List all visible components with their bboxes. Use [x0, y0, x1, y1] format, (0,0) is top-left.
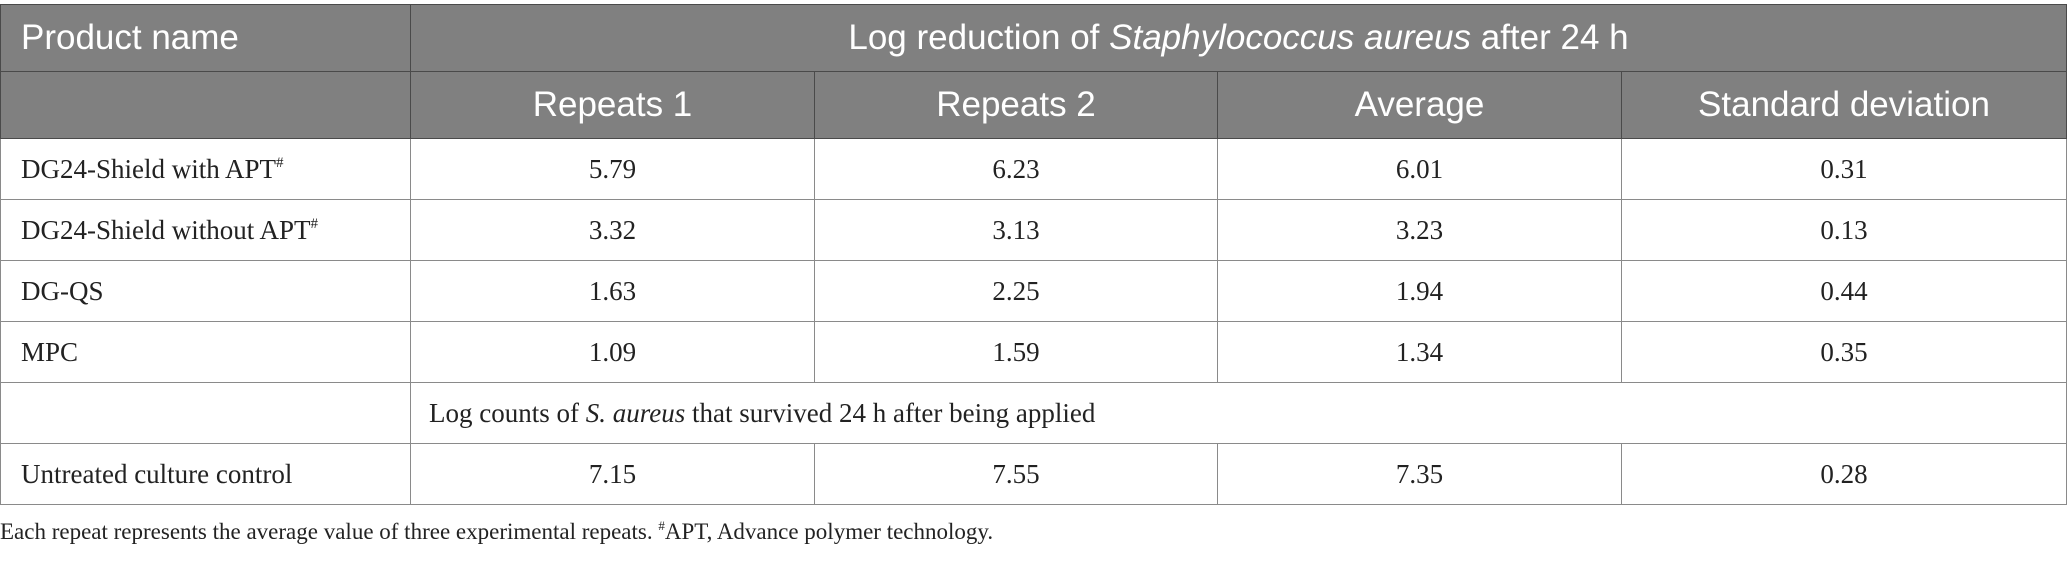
- column-header: Standard deviation: [1621, 71, 2067, 139]
- value-cell: 5.79: [410, 138, 815, 200]
- product-name-cell: Untreated culture control: [0, 443, 411, 505]
- header-blank-cell: [0, 71, 411, 139]
- value-cell: 0.44: [1621, 260, 2067, 322]
- product-name-header: Product name: [0, 4, 411, 72]
- value-cell: 3.23: [1217, 199, 1622, 261]
- table-row: MPC 1.09 1.59 1.34 0.35: [0, 321, 2067, 383]
- product-name-cell: MPC: [0, 321, 411, 383]
- column-header: Repeats 1: [410, 71, 815, 139]
- value-cell: 6.01: [1217, 138, 1622, 200]
- value-cell: 6.23: [814, 138, 1218, 200]
- value-cell: 3.13: [814, 199, 1218, 261]
- product-name-cell: DG24-Shield with APT#: [0, 138, 411, 200]
- subheader-blank-cell: [0, 382, 411, 444]
- header-row-1: Product name Log reduction of Staphyloco…: [0, 4, 2067, 72]
- value-cell: 7.55: [814, 443, 1218, 505]
- value-cell: 7.35: [1217, 443, 1622, 505]
- column-header: Repeats 2: [814, 71, 1218, 139]
- value-cell: 1.59: [814, 321, 1218, 383]
- value-cell: 2.25: [814, 260, 1218, 322]
- value-cell: 1.94: [1217, 260, 1622, 322]
- value-cell: 0.13: [1621, 199, 2067, 261]
- table-row: DG24-Shield with APT# 5.79 6.23 6.01 0.3…: [0, 138, 2067, 200]
- footnote-mark: #: [658, 518, 665, 533]
- table-row: DG24-Shield without APT# 3.32 3.13 3.23 …: [0, 199, 2067, 261]
- value-cell: 7.15: [410, 443, 815, 505]
- value-cell: 1.09: [410, 321, 815, 383]
- results-table: Product name Log reduction of Staphyloco…: [0, 4, 2067, 505]
- group-title-prefix: Log reduction of: [848, 18, 1110, 57]
- value-cell: 0.28: [1621, 443, 2067, 505]
- value-cell: 3.32: [410, 199, 815, 261]
- column-header: Average: [1217, 71, 1622, 139]
- table-row: DG-QS 1.63 2.25 1.94 0.44: [0, 260, 2067, 322]
- value-cell: 0.35: [1621, 321, 2067, 383]
- table-container: Product name Log reduction of Staphyloco…: [0, 4, 2067, 545]
- subheader-cell: Log counts of S. aureus that survived 24…: [410, 382, 2067, 444]
- table-row: Untreated culture control 7.15 7.55 7.35…: [0, 443, 2067, 505]
- group-title-header: Log reduction of Staphylococcus aureus a…: [410, 4, 2067, 72]
- group-title-suffix: after 24 h: [1471, 18, 1629, 57]
- product-name-cell: DG-QS: [0, 260, 411, 322]
- footnote-mark: #: [310, 215, 319, 232]
- subheader-organism: S. aureus: [585, 397, 686, 428]
- group-title-organism: Staphylococcus aureus: [1109, 18, 1472, 57]
- value-cell: 0.31: [1621, 138, 2067, 200]
- value-cell: 1.63: [410, 260, 815, 322]
- value-cell: 1.34: [1217, 321, 1622, 383]
- table-footnote: Each repeat represents the average value…: [0, 518, 994, 544]
- header-row-2: Repeats 1 Repeats 2 Average Standard dev…: [0, 71, 2067, 139]
- footnote-mark: #: [276, 154, 284, 171]
- product-name-cell: DG24-Shield without APT#: [0, 199, 411, 261]
- subheader-row: Log counts of S. aureus that survived 24…: [0, 382, 2067, 444]
